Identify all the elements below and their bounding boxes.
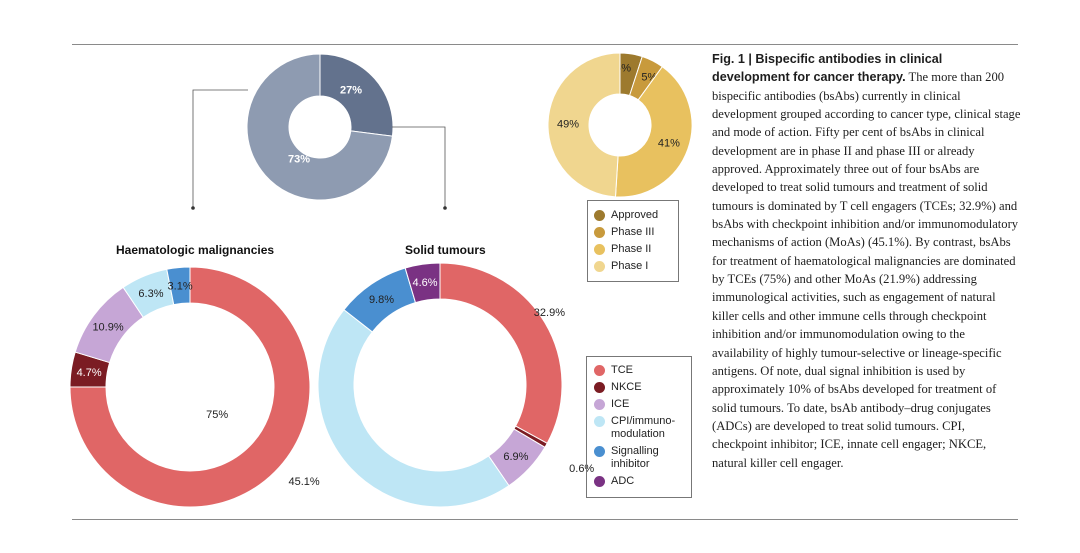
figure-caption: Fig. 1 | Bispecific antibodies in clinic… xyxy=(712,50,1022,472)
solid-moa-slice-tce xyxy=(439,262,563,445)
haem-moa-label: 75% xyxy=(206,409,228,421)
solid-moa-slice-adc xyxy=(404,262,441,304)
moa-legend-label: ICE xyxy=(611,398,630,410)
haem-title: Haematologic malignancies xyxy=(116,243,275,257)
phase-legend-label: Approved xyxy=(611,209,659,221)
solid-title: Solid tumours xyxy=(405,243,486,257)
connector-solid xyxy=(392,126,446,208)
clinical-stage-label: 41% xyxy=(658,138,680,150)
solid-moa-label: 9.8% xyxy=(369,294,394,306)
phase-legend-label: Phase II xyxy=(611,243,652,255)
cancer-type-slice-haematologic-malignancies xyxy=(319,53,394,137)
moa-legend-label: Signalling inhibitor xyxy=(611,445,659,470)
connector-haem xyxy=(192,89,248,208)
solid-moa-label: 32.9% xyxy=(534,307,565,319)
haem-moa-label: 3.1% xyxy=(168,280,193,292)
phase-legend-swatch xyxy=(594,261,605,272)
moa-legend-swatch xyxy=(594,399,605,410)
moa-legend-swatch xyxy=(594,416,605,427)
phase-legend-swatch xyxy=(594,244,605,255)
moa-legend-swatch xyxy=(594,365,605,376)
phase-legend-label: Phase I xyxy=(611,260,649,272)
haem-moa-label: 6.3% xyxy=(138,288,163,300)
haem-moa-slice-signalling-inhibitor xyxy=(166,266,191,306)
moa-legend-swatch xyxy=(594,446,605,457)
solid-moa-label: 4.6% xyxy=(412,277,437,289)
cancer-type-label: 73% xyxy=(288,153,310,165)
phase-legend-swatch xyxy=(594,227,605,238)
cancer-type-label: 27% xyxy=(340,85,362,97)
caption-title: Fig. 1 | Bispecific antibodies in clinic… xyxy=(712,52,943,85)
haem-moa-slice-tce xyxy=(69,266,311,508)
moa-legend-swatch xyxy=(594,476,605,487)
moa-legend-label: ADC xyxy=(611,475,635,487)
phase-legend-label: Phase III xyxy=(611,226,655,238)
haem-moa-label: 10.9% xyxy=(92,321,123,333)
moa-legend-label: NKCE xyxy=(611,381,642,393)
top-rule xyxy=(72,44,1018,45)
clinical-stage-slice-phase-ii xyxy=(614,66,693,198)
connector-dot xyxy=(191,206,195,210)
clinical-stage-slice-phase-i xyxy=(547,52,621,198)
bottom-rule xyxy=(72,519,1018,520)
cancer-type-slice-solid-tumours xyxy=(246,53,393,201)
haem-moa-label: 4.7% xyxy=(77,367,102,379)
moa-legend-swatch xyxy=(594,382,605,393)
solid-moa-label: 45.1% xyxy=(289,476,320,488)
solid-moa-label: 0.6% xyxy=(569,463,594,475)
caption-body: The more than 200 bispecific antibodies … xyxy=(712,70,1021,470)
moa-legend-label: TCE xyxy=(611,364,633,376)
clinical-stage-label: 49% xyxy=(557,118,579,130)
connector-dot xyxy=(443,206,447,210)
phase-legend-swatch xyxy=(594,210,605,221)
solid-moa-slice-cpi-immuno-modulation xyxy=(317,309,510,508)
moa-legend-label: CPI/immuno- modulation xyxy=(611,415,676,440)
solid-moa-label: 6.9% xyxy=(503,451,528,463)
